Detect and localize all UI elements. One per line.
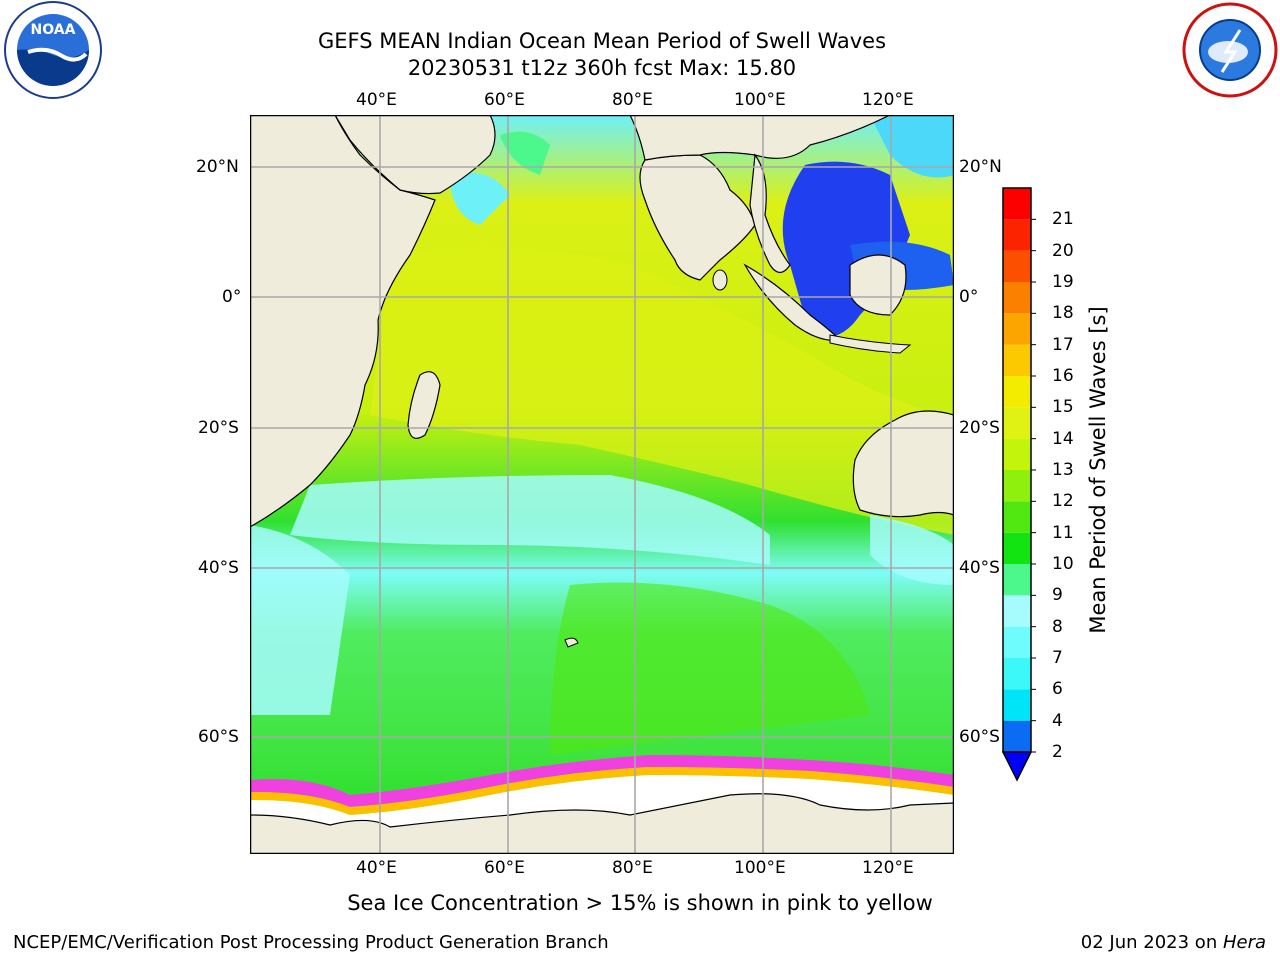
colorbar-tick-label: 21 [1052,209,1074,230]
colorbar-segment [1003,438,1031,470]
colorbar-segment [1003,720,1031,752]
lon-label-bottom: 120°E [862,858,914,878]
lat-label-left: 40°S [198,558,239,578]
chart-title: GEFS MEAN Indian Ocean Mean Period of Sw… [317,29,887,53]
lon-label-bottom: 80°E [612,858,653,878]
colorbar-tick-label: 19 [1052,272,1074,292]
graticule [250,115,954,854]
lon-label-bottom: 60°E [484,858,525,878]
colorbar-segment [1003,501,1031,533]
lat-label-right: 0° [959,287,979,307]
colorbar-segment [1003,344,1031,376]
colorbar-segment [1003,689,1031,721]
colorbar-tick-label: 13 [1052,460,1074,480]
colorbar-segment [1003,658,1031,690]
lat-label-left: 0° [222,287,242,307]
colorbar-segment [1003,564,1031,596]
colorbar-segment [1003,219,1031,251]
lat-label-left: 20°N [196,157,239,177]
colorbar-tick-label: 18 [1052,303,1074,324]
colorbar-tick-label: 14 [1052,428,1074,449]
colorbar-tick-label: 4 [1052,710,1063,731]
india [639,154,756,281]
madagascar [407,371,441,439]
colorbar-segment [1003,250,1031,282]
colorbar-tick-label: 15 [1052,397,1074,418]
colorbar-tick-label: 20 [1052,240,1074,261]
colorbar-tick-label: 17 [1052,334,1074,355]
colorbar-extension [1001,751,1033,782]
colorbar-tick-label: 11 [1052,522,1074,543]
colorbar-tick-label: 7 [1052,648,1063,668]
lon-label-bottom: 100°E [734,858,786,878]
southeast-asia [749,153,791,274]
sea-ice-note: Sea Ice Concentration > 15% is shown in … [347,891,933,915]
swell-period-map [249,114,955,855]
nws-logo [1180,0,1280,100]
lat-label-right: 60°S [959,727,1000,747]
colorbar-tick-label: 6 [1052,679,1063,700]
colorbar-tick-label: 16 [1052,366,1074,386]
lat-label-right: 20°N [959,157,1002,177]
lon-label-top: 80°E [612,90,653,110]
colorbar-tick-label: 9 [1052,585,1063,606]
antarctica [250,793,954,854]
footer-date: 02 Jun 2023 on [1080,932,1223,953]
lon-label-bottom: 40°E [356,858,397,878]
lon-label-top: 60°E [484,90,525,110]
colorbar [1000,186,1036,786]
colorbar-segment [1003,313,1031,345]
africa [250,115,436,528]
colorbar-tick-label: 12 [1052,491,1074,512]
lat-label-left: 20°S [198,418,239,438]
colorbar-title: Mean Period of Swell Waves [s] [1086,306,1110,634]
lat-label-right: 20°S [959,418,1000,438]
colorbar-tick-label: 2 [1052,742,1063,762]
lon-label-top: 120°E [862,90,914,110]
lon-label-top: 100°E [734,90,786,110]
chart-subtitle: 20230531 t12z 360h fcst Max: 15.80 [407,56,797,80]
colorbar-tick-label: 8 [1052,616,1063,637]
lat-label-left: 60°S [198,727,239,747]
colorbar-tick-label: 10 [1052,554,1074,574]
noaa-wordmark: NOAA [31,22,76,38]
arabian-peninsula [334,115,496,195]
colorbar-segment [1003,595,1031,627]
australia [852,410,954,518]
noaa-logo: NOAA [2,0,104,100]
colorbar-segment [1003,282,1031,314]
colorbar-segment [1003,532,1031,564]
footer-credit: NCEP/EMC/Verification Post Processing Pr… [13,932,609,953]
swell-14s-region [370,247,954,535]
sea-ice-edge [250,755,954,807]
colorbar-segment [1003,626,1031,658]
footer-machine: Hera [1222,932,1266,953]
colorbar-segment [1003,470,1031,502]
swell-9s-band [290,475,770,565]
lon-label-top: 40°E [356,90,397,110]
footer-timestamp: 02 Jun 2023 on Hera [1081,932,1266,954]
colorbar-segment [1003,188,1031,220]
lat-label-right: 40°S [959,558,1000,578]
colorbar-segment [1003,407,1031,439]
colorbar-segment [1003,376,1031,408]
